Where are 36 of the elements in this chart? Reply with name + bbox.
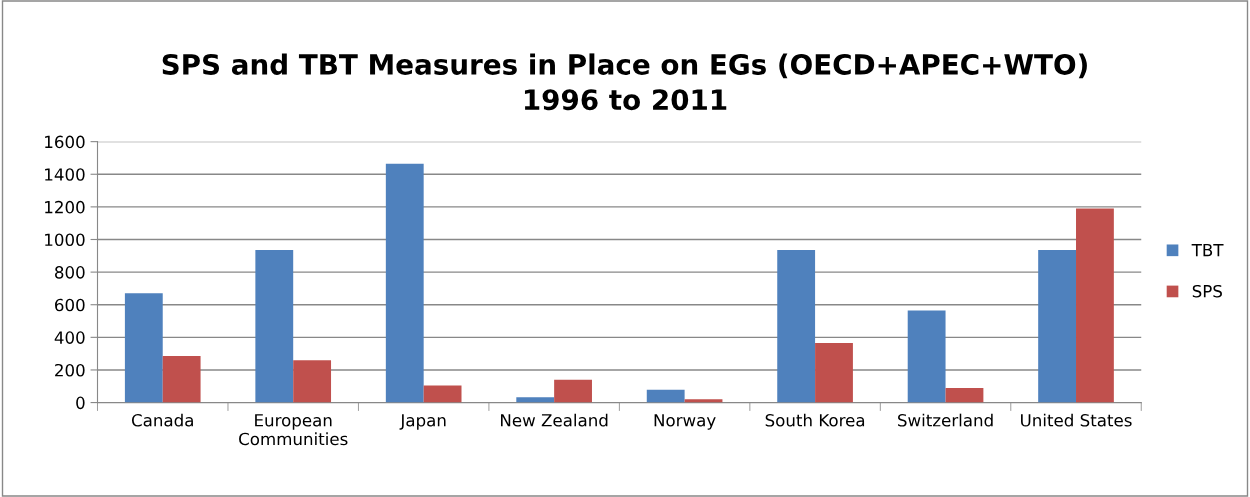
- bar: [124, 293, 163, 403]
- y-tick-label: 1000: [45, 233, 85, 247]
- y-tick-label: 400: [54, 331, 85, 344]
- x-tick-label: European Communities: [239, 414, 348, 446]
- y-tick-label: 600: [55, 298, 85, 312]
- bar: [423, 385, 462, 403]
- bar: [1076, 208, 1114, 403]
- y-tick-label: 800: [55, 266, 85, 279]
- bar: [516, 397, 555, 403]
- bar: [815, 343, 853, 403]
- bar: [945, 387, 984, 403]
- bar: [554, 379, 592, 403]
- bar: [777, 250, 816, 403]
- legend-label: TBT: [1191, 243, 1224, 257]
- legend-label: SPS: [1192, 284, 1222, 298]
- bar: [385, 163, 424, 403]
- bar: [255, 250, 294, 403]
- x-tick-label: South Korea: [765, 413, 865, 427]
- x-tick-label: Canada: [131, 413, 193, 427]
- x-tick-label: Japan: [399, 414, 446, 430]
- bar: [907, 310, 946, 403]
- x-tick-label: New Zealand: [501, 413, 608, 427]
- x-tick-label: Switzerland: [898, 413, 993, 427]
- bar: [162, 356, 201, 403]
- bar: [1038, 250, 1077, 403]
- y-tick-label: 0: [76, 396, 85, 410]
- x-tick-label: Norway: [654, 414, 716, 430]
- chart-title: SPS and TBT Measures in Place on EGs (OECD+APEC+WTO) 1996 to 2011: [162, 53, 1087, 111]
- x-tick-label: United States: [1021, 413, 1132, 427]
- bar: [684, 399, 723, 403]
- y-tick-label: 200: [55, 363, 85, 377]
- bar: [646, 389, 685, 403]
- y-tick-label: 1600: [45, 135, 85, 149]
- y-tick-label: 1200: [45, 200, 85, 214]
- y-tick-label: 1400: [45, 168, 85, 181]
- bar: [293, 360, 332, 403]
